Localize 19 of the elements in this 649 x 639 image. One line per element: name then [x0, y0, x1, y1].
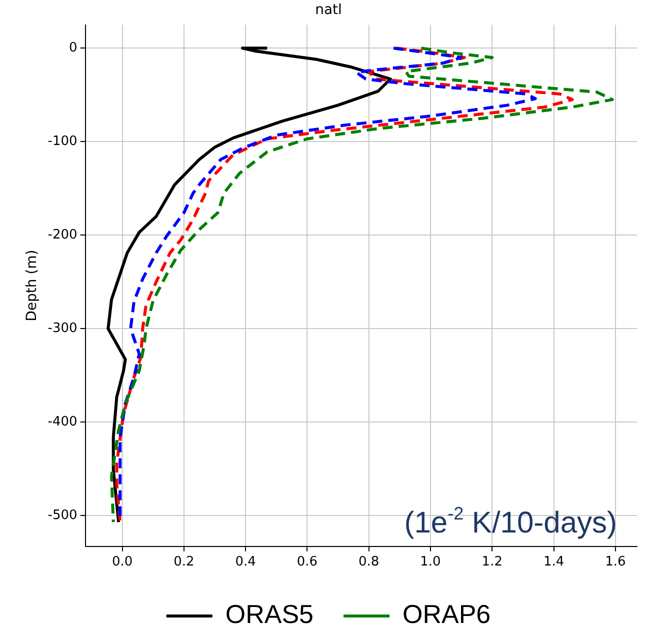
y-tick-label: -100 — [48, 134, 78, 150]
x-tick-label: 1.2 — [482, 554, 502, 570]
x-tick-label: 0.8 — [358, 554, 380, 570]
legend-label: ORAP6 — [402, 599, 491, 630]
chart-title: natl — [315, 2, 342, 18]
y-tick-label: -200 — [48, 228, 78, 242]
x-tick-label: 0.2 — [174, 554, 194, 570]
x-tick-label: 1.4 — [543, 554, 564, 570]
y-axis-title: Depth (m) — [24, 250, 40, 322]
y-tick-label: -500 — [48, 508, 78, 523]
x-tick-label: 0.0 — [112, 554, 133, 570]
y-tick-label: -400 — [48, 414, 78, 430]
x-tick-label: 1.0 — [420, 554, 441, 570]
y-tick-label: -300 — [48, 320, 78, 336]
x-tick-label: 1.6 — [605, 554, 626, 570]
x-tick-label: 0.4 — [235, 554, 256, 570]
legend-label: ORAS5 — [225, 599, 314, 630]
y-tick-label: 0 — [69, 40, 78, 56]
x-tick-label: 0.6 — [296, 554, 318, 570]
